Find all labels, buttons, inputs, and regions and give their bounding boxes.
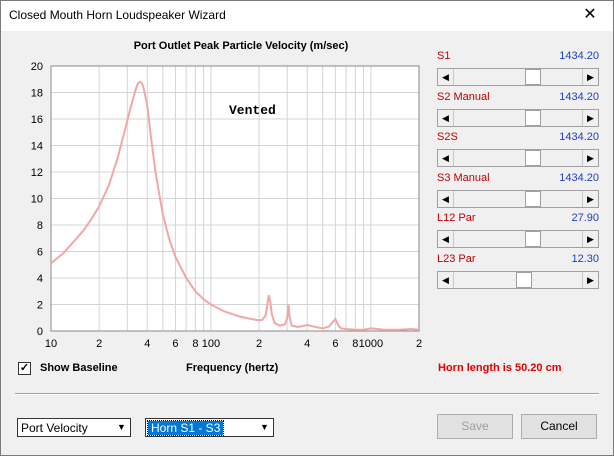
left-arrow-icon[interactable]: ◀	[438, 69, 454, 85]
right-arrow-icon[interactable]: ▶	[582, 231, 598, 247]
x-tick-label: 2	[96, 338, 102, 350]
cancel-button[interactable]: Cancel	[521, 414, 597, 439]
right-arrow-icon[interactable]: ▶	[582, 190, 598, 207]
right-arrow-icon[interactable]: ▶	[582, 69, 598, 85]
param-value: 1434.20	[559, 171, 599, 184]
series-line	[50, 80, 420, 331]
right-arrow-icon[interactable]: ▶	[582, 150, 598, 166]
y-tick-label: 12	[31, 167, 43, 179]
param-label: S2S	[437, 131, 458, 143]
param-value: 27.90	[571, 212, 599, 224]
left-arrow-icon[interactable]: ◀	[438, 109, 454, 126]
window-title: Closed Mouth Horn Loudspeaker Wizard	[9, 8, 226, 22]
horn-select[interactable]: Horn S1 - S3 ▼	[145, 418, 274, 437]
show-baseline-checkbox[interactable]: ✓	[18, 362, 31, 375]
right-arrow-icon[interactable]: ▶	[582, 109, 598, 126]
horn-length-text: Horn length is 50.20 cm	[438, 362, 562, 374]
divider	[15, 393, 599, 395]
plot-border	[50, 65, 420, 332]
y-tick-label: 2	[37, 300, 43, 312]
scroll-thumb[interactable]	[525, 190, 542, 207]
x-tick-label: 2	[416, 338, 422, 350]
save-button[interactable]: Save	[437, 414, 513, 439]
x-tick-label: 6	[172, 338, 178, 350]
y-tick-label: 14	[31, 141, 43, 153]
scroll-thumb[interactable]	[525, 109, 542, 126]
title-bar: Closed Mouth Horn Loudspeaker Wizard ✕	[1, 1, 613, 31]
param-scrollbar[interactable]: ◀ ▶	[437, 149, 599, 167]
right-arrow-icon[interactable]: ▶	[582, 271, 598, 288]
left-arrow-icon[interactable]: ◀	[438, 190, 454, 207]
param-value: 1434.20	[559, 50, 599, 62]
y-tick-label: 8	[37, 220, 43, 232]
param-scrollbar[interactable]: ◀ ▶	[437, 189, 599, 208]
show-baseline-label[interactable]: Show Baseline	[40, 362, 118, 374]
param-label: L12 Par	[437, 212, 476, 224]
param-scrollbar[interactable]: ◀ ▶	[437, 108, 599, 127]
scroll-thumb[interactable]	[516, 271, 533, 288]
x-tick-label: 8	[352, 338, 358, 350]
close-icon[interactable]: ✕	[583, 6, 597, 23]
param-label: S2 Manual	[437, 90, 490, 103]
y-tick-label: 10	[31, 194, 43, 206]
param-value: 1434.20	[559, 90, 599, 103]
y-tick-label: 18	[31, 88, 43, 100]
horn-select-value: Horn S1 - S3	[146, 420, 225, 436]
plot-type-select[interactable]: Port Velocity ▼	[17, 418, 131, 437]
param-label: S1	[437, 50, 451, 62]
param-label: L23 Par	[437, 252, 476, 265]
scroll-thumb[interactable]	[525, 231, 542, 247]
y-tick-label: 0	[37, 326, 43, 338]
left-arrow-icon[interactable]: ◀	[438, 150, 454, 166]
param-scrollbar[interactable]: ◀ ▶	[437, 270, 599, 289]
x-axis-label: Frequency (hertz)	[186, 362, 279, 374]
param-value: 1434.20	[559, 131, 599, 143]
plot-type-value: Port Velocity	[21, 421, 88, 435]
x-tick-label: 4	[144, 338, 150, 350]
y-tick-label: 4	[37, 273, 43, 285]
left-arrow-icon[interactable]: ◀	[438, 271, 454, 288]
scroll-thumb[interactable]	[525, 150, 542, 166]
x-tick-label: 4	[304, 338, 310, 350]
y-tick-label: 6	[37, 247, 43, 259]
chart-annotation: Vented	[229, 103, 276, 118]
x-tick-label: 2	[256, 338, 262, 350]
x-tick-label: 6	[332, 338, 338, 350]
x-tick-label: 10	[45, 338, 57, 350]
chevron-down-icon[interactable]: ▼	[117, 422, 126, 432]
chart-title: Port Outlet Peak Particle Velocity (m/se…	[133, 40, 349, 52]
x-tick-label: 8	[192, 338, 198, 350]
scroll-thumb[interactable]	[525, 69, 542, 85]
left-arrow-icon[interactable]: ◀	[438, 231, 454, 247]
chevron-down-icon[interactable]: ▼	[260, 422, 269, 432]
y-tick-label: 16	[31, 114, 43, 126]
x-tick-label: 1000	[359, 338, 383, 350]
x-tick-label: 100	[202, 338, 220, 350]
param-value: 12.30	[571, 252, 599, 265]
param-label: S3 Manual	[437, 171, 490, 184]
y-tick-label: 20	[31, 61, 43, 73]
param-scrollbar[interactable]: ◀ ▶	[437, 230, 599, 248]
param-scrollbar[interactable]: ◀ ▶	[437, 68, 599, 86]
